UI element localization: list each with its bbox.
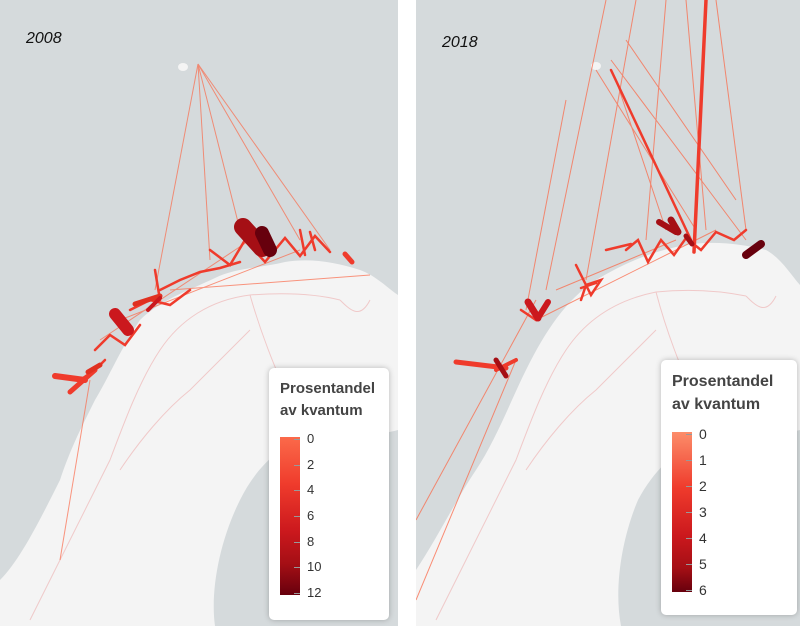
flow-lines-dark	[109, 218, 277, 336]
legend-tick-label: 1	[699, 452, 707, 468]
legend-tick-label: 12	[307, 585, 322, 600]
flow-lines-dark	[493, 216, 765, 379]
legend-tick	[294, 541, 300, 543]
flow-lines-thin	[59, 63, 371, 561]
legend-tick-label: 6	[307, 508, 315, 523]
legend-tick-label: 8	[307, 533, 315, 549]
legend-tick-label: 0	[699, 426, 707, 442]
legend-tick-label: 2	[307, 456, 315, 472]
legend-color-bar	[280, 437, 300, 595]
legend-title: Prosentandel av kvantum	[672, 373, 774, 413]
legend-tick-label: 10	[307, 559, 322, 575]
legend-tick	[686, 434, 692, 435]
legend-tick	[294, 593, 300, 594]
legend-tick	[686, 564, 692, 565]
legend-tick-label: 4	[699, 530, 707, 546]
legend-tick	[686, 460, 692, 461]
legend: Prosentandel av kvantum 0 1 2 3 4 5 6	[661, 360, 797, 615]
legend-tick	[294, 567, 300, 569]
island	[591, 62, 601, 70]
legend-tick-label: 3	[699, 504, 707, 520]
year-label: 2008	[26, 30, 62, 47]
legend-tick-label: 0	[307, 431, 315, 446]
legend-tick-label: 2	[699, 478, 707, 494]
legend-tick	[294, 516, 300, 517]
flow-lines-thin	[416, 0, 747, 601]
legend-tick	[294, 439, 300, 440]
legend-tick-label: 4	[307, 482, 315, 498]
legend-color-bar	[672, 432, 692, 592]
map-panel-2018[interactable]: 2018 Prosentandel av kvantum 0 1 2 3 4 5 6	[416, 0, 800, 626]
legend-tick	[686, 486, 692, 487]
map-panel-2008[interactable]: 2008 Prosentandel av kvantum 0 2 4 6 8 10 12	[0, 0, 398, 626]
legend-tick	[294, 464, 300, 466]
legend-title: Prosentandel av kvantum	[280, 380, 376, 419]
legend-tick	[294, 490, 300, 492]
island	[178, 63, 188, 71]
legend: Prosentandel av kvantum 0 2 4 6 8 10 12	[269, 368, 389, 620]
legend-tick-label: 6	[699, 582, 707, 598]
legend-tick	[686, 590, 692, 591]
legend-tick-label: 5	[699, 556, 707, 572]
legend-tick	[686, 512, 692, 513]
legend-tick	[686, 538, 692, 539]
flow-lines-thick	[52, 251, 355, 395]
year-label: 2018	[442, 34, 478, 51]
